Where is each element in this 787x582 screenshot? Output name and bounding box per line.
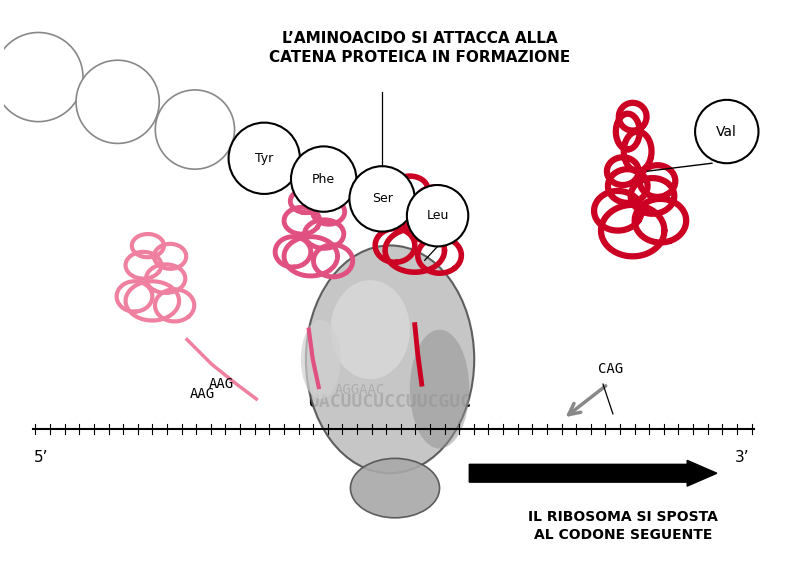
Circle shape [0, 33, 83, 122]
Ellipse shape [139, 107, 174, 124]
Circle shape [155, 90, 235, 169]
Text: Leu: Leu [427, 209, 449, 222]
Ellipse shape [350, 459, 440, 518]
Text: Val: Val [716, 125, 737, 139]
Circle shape [228, 123, 300, 194]
Text: Phe: Phe [312, 173, 335, 186]
Ellipse shape [340, 182, 366, 196]
Ellipse shape [410, 329, 469, 449]
Ellipse shape [397, 200, 423, 214]
Text: 5’: 5’ [34, 450, 49, 466]
Text: Ser: Ser [371, 193, 393, 205]
Circle shape [407, 185, 468, 246]
Text: AAG: AAG [190, 387, 214, 401]
Ellipse shape [306, 246, 475, 473]
Text: AGGAAC: AGGAAC [335, 383, 386, 397]
Circle shape [695, 100, 759, 163]
Text: IL RIBOSOMA SI SPOSTA
AL CODONE SEGUENTE: IL RIBOSOMA SI SPOSTA AL CODONE SEGUENTE [528, 510, 718, 542]
Text: CAG: CAG [598, 362, 623, 376]
Text: L’AMINOACIDO SI ATTACCA ALLA
CATENA PROTEICA IN FORMAZIONE: L’AMINOACIDO SI ATTACCA ALLA CATENA PROT… [269, 30, 571, 65]
Text: AAG: AAG [209, 377, 235, 391]
Ellipse shape [280, 161, 308, 176]
Ellipse shape [331, 280, 410, 379]
Ellipse shape [60, 81, 96, 97]
Circle shape [76, 60, 159, 143]
Circle shape [291, 147, 357, 212]
FancyArrow shape [469, 460, 717, 486]
Ellipse shape [214, 136, 246, 152]
Text: UACUUCUCCUUCGUC: UACUUCUCCUUCGUC [309, 393, 471, 411]
Text: Tyr: Tyr [255, 152, 273, 165]
Ellipse shape [301, 320, 341, 399]
Text: 3’: 3’ [734, 450, 749, 466]
Circle shape [349, 166, 415, 232]
